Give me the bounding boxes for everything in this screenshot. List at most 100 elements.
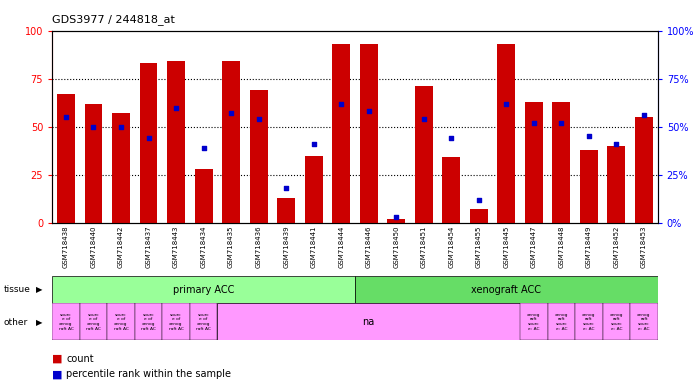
Text: GSM718449: GSM718449 bbox=[586, 225, 592, 268]
Bar bbox=[525, 102, 543, 223]
Bar bbox=[387, 219, 405, 223]
Bar bbox=[575, 303, 603, 340]
Point bbox=[500, 101, 512, 107]
Text: GSM718434: GSM718434 bbox=[200, 225, 207, 268]
Text: xenog
raft
sourc
e: AC: xenog raft sourc e: AC bbox=[638, 313, 651, 331]
Text: GSM718439: GSM718439 bbox=[283, 225, 289, 268]
Text: primary ACC: primary ACC bbox=[173, 285, 235, 295]
Bar bbox=[222, 61, 240, 223]
Text: GSM718451: GSM718451 bbox=[421, 225, 427, 268]
Text: GSM718436: GSM718436 bbox=[255, 225, 262, 268]
Bar bbox=[140, 63, 157, 223]
Bar bbox=[167, 61, 185, 223]
Text: sourc
e of
xenog
raft AC: sourc e of xenog raft AC bbox=[168, 313, 184, 331]
Text: GDS3977 / 244818_at: GDS3977 / 244818_at bbox=[52, 14, 175, 25]
Point bbox=[611, 141, 622, 147]
Text: ▶: ▶ bbox=[36, 318, 42, 327]
Bar bbox=[190, 303, 217, 340]
Bar bbox=[520, 303, 548, 340]
Text: sourc
e of
xenog
raft AC: sourc e of xenog raft AC bbox=[113, 313, 129, 331]
Point bbox=[363, 108, 374, 114]
Bar bbox=[277, 198, 295, 223]
Bar bbox=[195, 169, 212, 223]
Bar bbox=[84, 104, 102, 223]
Text: GSM718441: GSM718441 bbox=[310, 225, 317, 268]
Bar bbox=[360, 44, 378, 223]
Point bbox=[473, 197, 484, 203]
Text: xenog
raft
sourc
e: AC: xenog raft sourc e: AC bbox=[527, 313, 541, 331]
Point bbox=[226, 110, 237, 116]
Bar bbox=[217, 303, 520, 340]
Text: GSM718442: GSM718442 bbox=[118, 225, 124, 268]
Text: GSM718453: GSM718453 bbox=[641, 225, 647, 268]
Text: GSM718444: GSM718444 bbox=[338, 225, 345, 268]
Bar bbox=[135, 303, 162, 340]
Bar bbox=[608, 146, 626, 223]
Point bbox=[556, 120, 567, 126]
Text: sourc
e of
xenog
raft AC: sourc e of xenog raft AC bbox=[86, 313, 101, 331]
Text: GSM718455: GSM718455 bbox=[476, 225, 482, 268]
Text: GSM718448: GSM718448 bbox=[558, 225, 564, 268]
Point bbox=[335, 101, 347, 107]
Bar bbox=[162, 303, 190, 340]
Point bbox=[638, 112, 649, 118]
Text: xenograft ACC: xenograft ACC bbox=[471, 285, 541, 295]
Bar bbox=[355, 276, 658, 303]
Point bbox=[308, 141, 319, 147]
Bar bbox=[470, 209, 488, 223]
Point bbox=[390, 214, 402, 220]
Point bbox=[280, 185, 292, 191]
Text: count: count bbox=[66, 354, 94, 364]
Point bbox=[61, 114, 72, 120]
Bar bbox=[57, 94, 75, 223]
Bar bbox=[553, 102, 570, 223]
Bar bbox=[498, 44, 515, 223]
Bar bbox=[548, 303, 575, 340]
Text: xenog
raft
sourc
e: AC: xenog raft sourc e: AC bbox=[582, 313, 596, 331]
Bar bbox=[332, 44, 350, 223]
Text: GSM718440: GSM718440 bbox=[90, 225, 97, 268]
Text: GSM718445: GSM718445 bbox=[503, 225, 509, 268]
Text: other: other bbox=[3, 318, 28, 327]
Bar bbox=[52, 303, 80, 340]
Bar bbox=[80, 303, 107, 340]
Bar bbox=[630, 303, 658, 340]
Text: sourc
e of
xenog
raft AC: sourc e of xenog raft AC bbox=[141, 313, 156, 331]
Text: xenog
raft
sourc
e: AC: xenog raft sourc e: AC bbox=[555, 313, 568, 331]
Point bbox=[171, 104, 182, 111]
Bar bbox=[603, 303, 630, 340]
Point bbox=[528, 120, 539, 126]
Text: percentile rank within the sample: percentile rank within the sample bbox=[66, 369, 231, 379]
Point bbox=[418, 116, 429, 122]
Text: GSM718435: GSM718435 bbox=[228, 225, 234, 268]
Text: GSM718454: GSM718454 bbox=[448, 225, 454, 268]
Text: GSM718437: GSM718437 bbox=[145, 225, 152, 268]
Point bbox=[143, 135, 154, 141]
Text: tissue: tissue bbox=[3, 285, 31, 295]
Point bbox=[198, 145, 209, 151]
Text: na: na bbox=[363, 316, 375, 327]
Text: GSM718438: GSM718438 bbox=[63, 225, 69, 268]
Point bbox=[253, 116, 264, 122]
Bar bbox=[250, 90, 267, 223]
Bar bbox=[443, 157, 460, 223]
Bar bbox=[107, 303, 135, 340]
Bar bbox=[52, 276, 355, 303]
Text: sourc
e of
xenog
raft AC: sourc e of xenog raft AC bbox=[196, 313, 211, 331]
Bar bbox=[580, 150, 598, 223]
Bar bbox=[635, 117, 653, 223]
Text: GSM718443: GSM718443 bbox=[173, 225, 179, 268]
Text: ▶: ▶ bbox=[36, 285, 42, 295]
Text: sourc
e of
xenog
raft AC: sourc e of xenog raft AC bbox=[58, 313, 73, 331]
Text: GSM718450: GSM718450 bbox=[393, 225, 400, 268]
Text: ■: ■ bbox=[52, 369, 63, 379]
Text: xenog
raft
sourc
e: AC: xenog raft sourc e: AC bbox=[610, 313, 623, 331]
Bar bbox=[305, 156, 323, 223]
Point bbox=[445, 135, 457, 141]
Bar bbox=[112, 113, 130, 223]
Point bbox=[88, 124, 99, 130]
Text: GSM718446: GSM718446 bbox=[365, 225, 372, 268]
Text: GSM718452: GSM718452 bbox=[613, 225, 619, 268]
Bar bbox=[415, 86, 433, 223]
Text: GSM718447: GSM718447 bbox=[531, 225, 537, 268]
